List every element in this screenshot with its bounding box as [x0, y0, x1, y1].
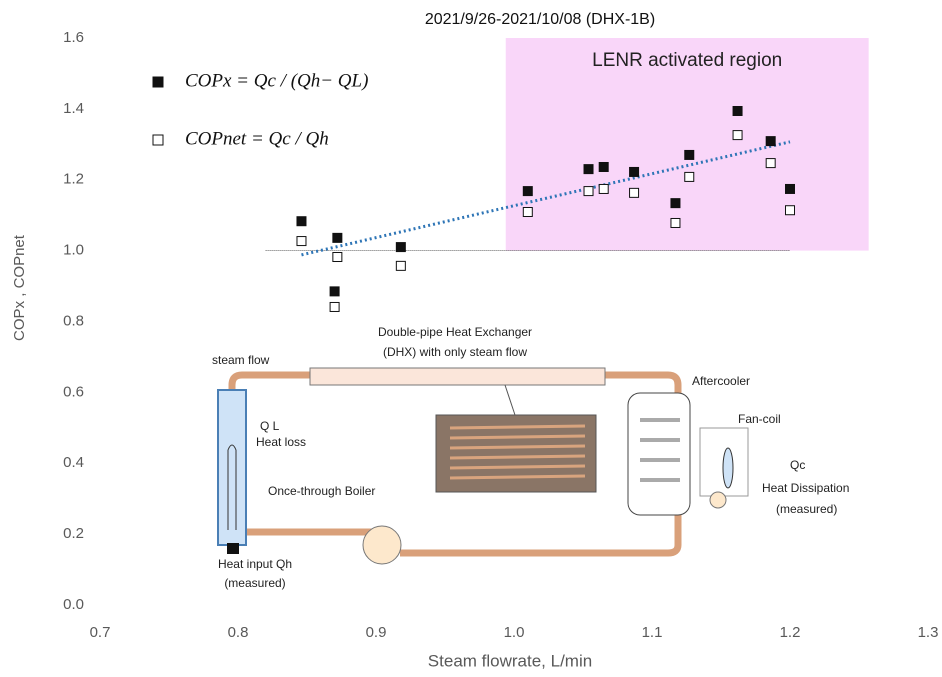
y-tick-label: 0.8: [63, 312, 84, 329]
point: [329, 286, 340, 297]
region-label: LENR activated region: [592, 50, 782, 71]
point: [296, 236, 307, 247]
x-tick-label: 0.9: [366, 624, 387, 641]
chart-title: 2021/9/26-2021/10/08 (DHX-1B): [425, 11, 655, 28]
pointer: [504, 384, 516, 416]
photo-tube: [449, 444, 586, 450]
diagram-label: Heat Dissipation: [762, 481, 849, 495]
diagram-label: Qc: [790, 458, 805, 472]
point: [732, 130, 743, 141]
point: [629, 187, 640, 198]
point: [670, 198, 681, 209]
point: [732, 106, 743, 117]
point: [684, 149, 695, 160]
aftercooler-coil: [640, 418, 680, 482]
point: [332, 232, 343, 243]
photo-tube: [449, 434, 586, 440]
point: [332, 252, 343, 263]
point: [583, 186, 594, 197]
region: [505, 38, 869, 251]
diagram-label: Q L: [260, 419, 280, 433]
y-tick-label: 0.4: [63, 454, 84, 471]
x-axis-title: Steam flowrate, L/min: [428, 651, 592, 670]
trendline: [301, 140, 791, 257]
photo-tube: [449, 464, 586, 470]
photo-tube: [449, 454, 586, 460]
x-tick-label: 0.8: [228, 624, 249, 641]
y-tick-label: 0.0: [63, 596, 84, 613]
y-tick-label: 0.2: [63, 525, 84, 542]
diagram-label: steam flow: [212, 353, 270, 367]
point: [598, 161, 609, 172]
diagram-label: Aftercooler: [692, 374, 750, 388]
point: [629, 166, 640, 177]
heater: [227, 543, 239, 554]
boiler-coil: [227, 444, 237, 530]
point: [522, 206, 533, 217]
point: [765, 158, 776, 169]
photo-tube: [449, 474, 586, 480]
heat-exchanger: [309, 367, 606, 386]
point: [785, 205, 795, 216]
legend-label: COPnet = Qc / Qh: [185, 128, 329, 149]
point: [684, 171, 695, 182]
x-tick-label: 1.0: [504, 624, 525, 641]
pump: [362, 525, 402, 565]
diagram-label: Double-pipe Heat Exchanger: [378, 325, 532, 339]
y-tick-label: 1.2: [63, 171, 84, 188]
point: [395, 260, 406, 271]
point: [583, 164, 594, 175]
diagram-label: (measured): [776, 502, 837, 516]
diagram-label: Fan-coil: [738, 412, 781, 426]
y-tick-label: 1.0: [63, 242, 84, 259]
point: [670, 217, 681, 228]
boiler: [217, 389, 247, 546]
x-tick-label: 0.7: [90, 624, 111, 641]
pipe: [228, 371, 682, 557]
diagram-label: Heat loss: [256, 435, 306, 449]
x-tick-label: 1.3: [918, 624, 939, 641]
point: [522, 186, 533, 197]
point: [785, 183, 795, 194]
fan: [722, 447, 734, 489]
point: [395, 242, 406, 253]
diagram-label: (measured): [224, 576, 285, 590]
y-tick-label: 1.6: [63, 29, 84, 46]
legend-marker: [152, 134, 164, 146]
y-tick-label: 0.6: [63, 383, 84, 400]
y-axis-title: COPx , COPnet: [11, 234, 28, 341]
diagram-label: Heat input Qh: [218, 557, 292, 571]
point: [296, 216, 307, 227]
diagram-label: Once-through Boiler: [268, 484, 375, 498]
diagram-label: (DHX) with only steam flow: [383, 345, 527, 359]
legend-marker: [152, 76, 164, 88]
photo-tube: [449, 424, 586, 430]
legend-label: COPx = Qc / (Qh− QL): [185, 70, 368, 91]
inset-diagram: steam flow Double-pipe Heat Exchanger (DHX…: [212, 325, 849, 590]
point: [765, 136, 776, 147]
x-tick-label: 1.1: [642, 624, 663, 641]
point: [329, 301, 340, 312]
x-tick-label: 1.2: [780, 624, 801, 641]
y-tick-label: 1.4: [63, 100, 84, 117]
point: [598, 183, 609, 194]
aftercooler: [627, 392, 691, 516]
fan-pump: [709, 491, 727, 509]
